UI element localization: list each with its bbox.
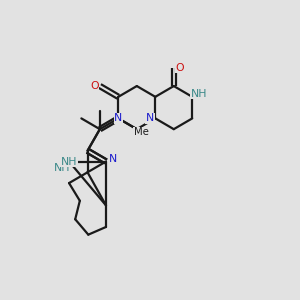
Text: N: N [109,154,117,164]
Text: O: O [90,81,99,91]
Text: NH: NH [61,157,77,166]
Text: N: N [146,113,154,123]
Text: NH: NH [191,89,207,99]
Text: O: O [176,63,184,73]
Text: N: N [114,113,122,123]
Text: NH: NH [54,163,70,173]
Text: Me: Me [134,127,149,137]
